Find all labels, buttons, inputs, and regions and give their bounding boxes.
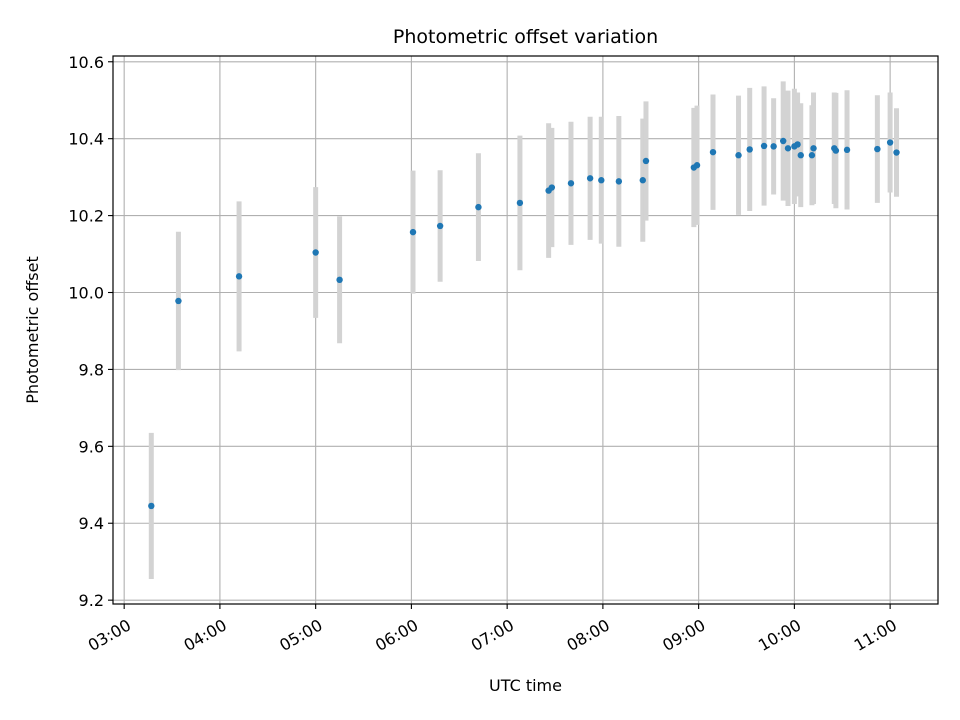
y-tick-label: 9.8 [79, 360, 104, 379]
data-point [175, 297, 182, 305]
y-tick-label: 9.2 [79, 591, 104, 610]
x-axis-title: UTC time [489, 676, 562, 695]
data-points [148, 137, 900, 510]
data-point [810, 145, 817, 152]
data-point [639, 177, 646, 184]
data-point [409, 228, 417, 236]
data-point [843, 146, 851, 154]
data-point [693, 162, 701, 169]
y-tick-label: 10.6 [68, 53, 104, 72]
data-point [235, 273, 243, 280]
data-point [886, 139, 894, 146]
data-point [642, 157, 650, 165]
data-point [598, 177, 605, 184]
y-axis-title: Photometric offset [23, 256, 42, 404]
data-point [615, 178, 623, 185]
data-point [746, 146, 753, 153]
data-point [312, 249, 319, 256]
plot-area-frame [112, 55, 939, 605]
y-tick-label: 9.4 [79, 514, 104, 533]
data-point [336, 276, 343, 284]
data-point [148, 502, 155, 510]
data-point [780, 137, 787, 145]
data-point [794, 141, 801, 148]
chart-title: Photometric offset variation [393, 26, 658, 48]
data-point [770, 143, 777, 150]
data-point [808, 152, 816, 159]
data-point [760, 142, 768, 150]
y-tick-label: 10.2 [68, 207, 104, 226]
data-point [436, 222, 444, 230]
data-point [797, 152, 804, 159]
data-point [874, 145, 881, 153]
y-tick-label: 10.4 [68, 130, 104, 149]
data-point [548, 184, 556, 191]
data-point [735, 152, 742, 159]
data-point [516, 199, 524, 207]
data-point [475, 203, 482, 211]
data-point [784, 145, 792, 152]
data-point [709, 148, 717, 156]
y-tick-label: 9.6 [79, 437, 104, 456]
y-tick-label: 10.0 [68, 284, 104, 303]
y-axis-ticks: 9.2 9.4 9.6 9.8 10.0 10.2 10.4 10.6 [68, 53, 113, 610]
data-point [832, 147, 840, 154]
data-point [893, 149, 900, 156]
data-point [586, 175, 594, 182]
data-point [567, 180, 575, 187]
